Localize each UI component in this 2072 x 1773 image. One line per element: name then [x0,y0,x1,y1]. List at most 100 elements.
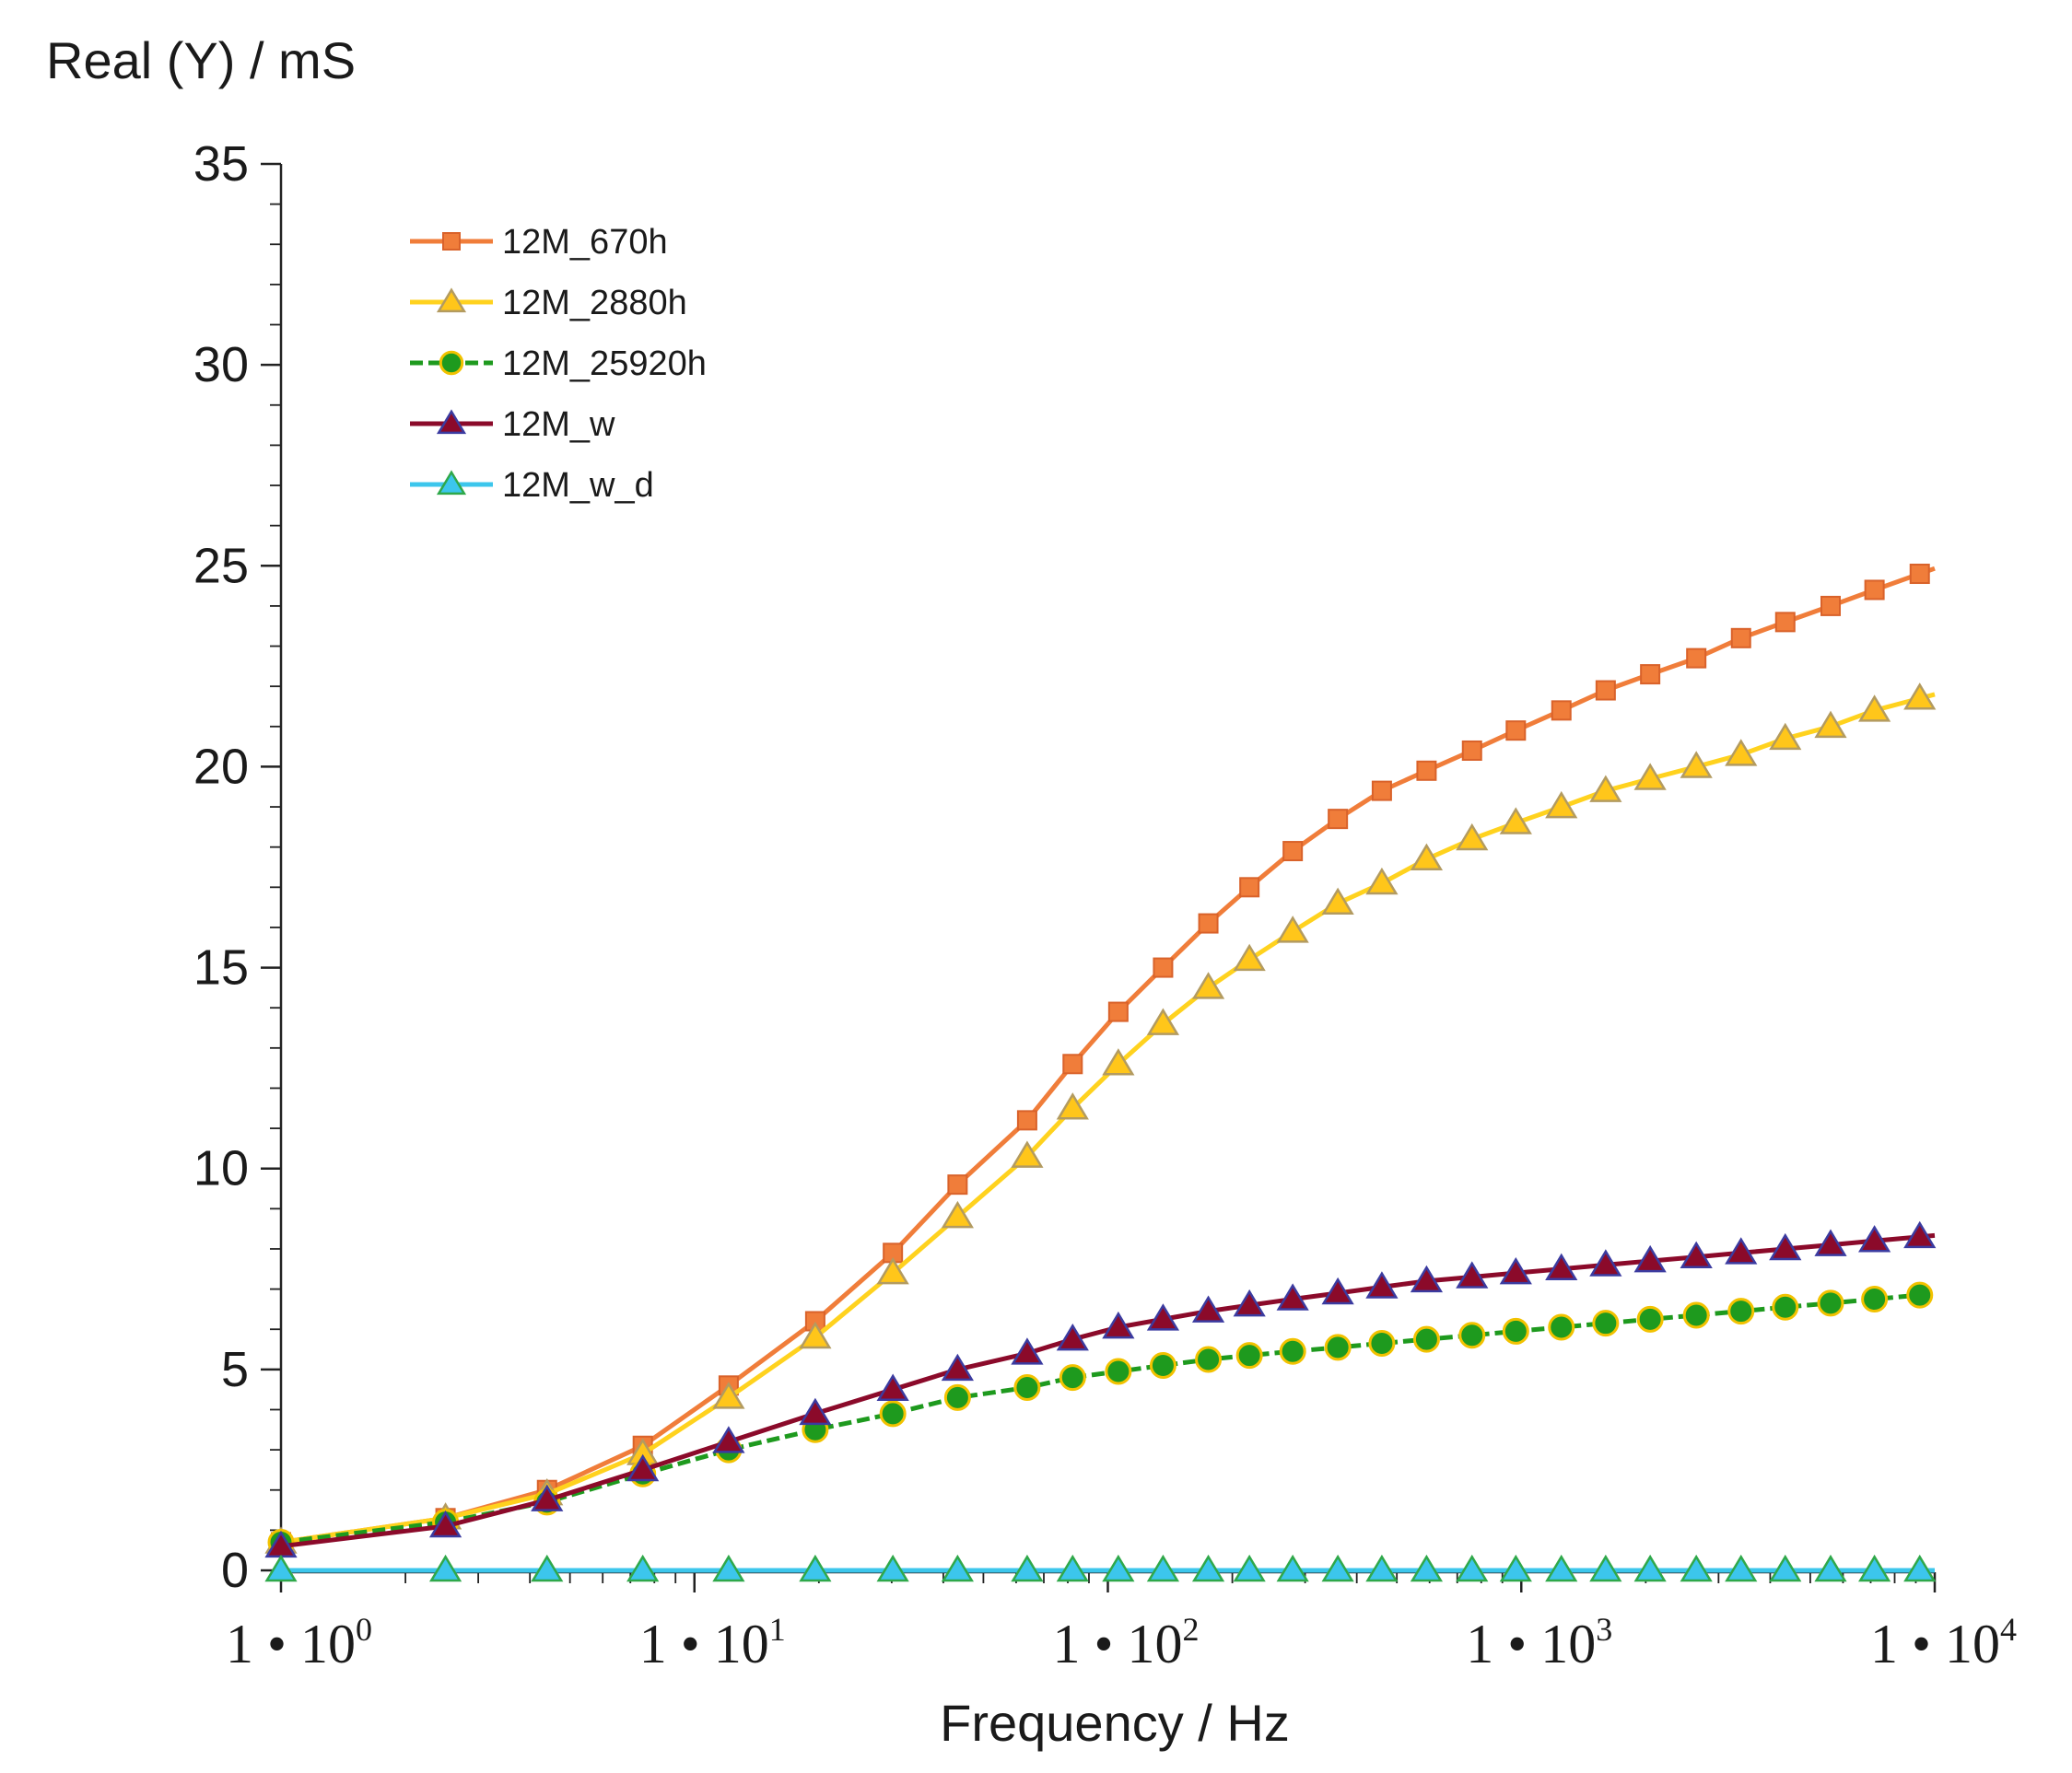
data-point [799,1554,832,1582]
data-point [1191,972,1225,999]
data-point [1146,1008,1180,1035]
data-point [264,1554,298,1582]
legend-entry: 12M_w_d [410,466,654,505]
data-point [1105,1358,1132,1385]
x-axis-title: Frequency / Hz [940,1694,1290,1752]
data-point [1321,887,1354,916]
data-point [1410,1554,1444,1582]
data-point [1499,1554,1532,1582]
data-point [1011,1554,1044,1582]
data-point [1146,1303,1180,1331]
legend-entry: 12M_2880h [410,284,687,322]
data-point [1191,1554,1225,1582]
data-point [1633,1244,1667,1273]
series-line [280,1291,1936,1545]
data-point [1817,1289,1844,1317]
y-tick-label: 25 [193,538,249,593]
series-layer [264,564,1937,1582]
data-point [1499,1257,1532,1285]
data-point [1814,1554,1847,1582]
data-point [1814,1229,1847,1256]
data-point [1589,1554,1622,1582]
data-point [1279,1337,1306,1365]
data-point [1102,1311,1135,1339]
data-point [1146,1554,1180,1582]
data-point [1056,1324,1089,1351]
data-point [1680,1241,1713,1268]
data-point [1324,1334,1352,1361]
data-point [1153,957,1174,978]
data-point [1589,1249,1622,1277]
data-point [1858,694,1891,722]
data-point [712,1554,745,1582]
data-point [1282,841,1304,862]
data-point [1321,1277,1354,1305]
data-point [1640,664,1661,685]
data-point [1769,1232,1802,1261]
data-point [1011,1140,1044,1168]
data-point [1458,1322,1486,1349]
data-point [1774,612,1796,633]
data-point [1410,843,1444,871]
series-12M_670h [271,564,1936,1553]
legend-entry: 12M_25920h [410,344,707,383]
data-point [1233,943,1266,972]
legend-label: 12M_670h [502,223,668,262]
data-point [626,1554,660,1582]
data-point [1820,595,1841,616]
data-point [1551,700,1572,721]
data-point [1107,1001,1129,1022]
data-point [531,1554,564,1582]
x-tick-label: 1 • 102 [1053,1611,1200,1674]
data-point [1365,1554,1399,1582]
data-point [1016,1110,1037,1131]
data-point [531,1484,564,1511]
data-point [1686,647,1707,669]
x-tick-label: 1 • 100 [226,1611,372,1674]
legend: 12M_670h 12M_2880h 12M_25920h 12M_w 12M_w_d [410,223,707,505]
y-tick-label: 0 [221,1543,249,1598]
data-point [1371,780,1392,801]
data-point [1636,1305,1664,1333]
data-point [428,1554,462,1582]
data-point [941,1200,974,1229]
data-point [1102,1554,1135,1582]
data-point [1276,1283,1309,1311]
legend-marker [436,409,467,435]
data-point [1059,1364,1086,1392]
data-point [1276,1554,1309,1582]
data-point [1499,807,1532,834]
y-tick-label: 15 [193,940,249,996]
data-point [1412,1325,1440,1353]
legend-marker [436,287,467,313]
series-line [280,566,1936,1545]
data-point [1502,1317,1529,1345]
data-point [876,1554,909,1582]
data-point [1456,822,1489,851]
series-line [280,692,1936,1545]
data-point [1858,1554,1891,1582]
data-point [1321,1554,1354,1582]
data-point [1011,1337,1044,1365]
data-point [1365,867,1399,895]
data-point [1056,1092,1089,1120]
data-point [1545,1253,1578,1281]
legend-marker [439,350,464,376]
data-point [1195,1346,1223,1373]
data-point [1769,1554,1802,1582]
x-tick-label: 1 • 104 [1870,1611,2017,1674]
data-point [876,1257,909,1285]
legend-label: 12M_2880h [502,284,687,322]
data-point [1239,877,1260,898]
data-point [943,1383,971,1411]
data-point [1864,579,1885,601]
legend-marker [436,470,467,496]
series-12M_w_d [264,1554,1937,1582]
y-tick-label: 5 [221,1342,249,1397]
data-point [712,1426,745,1453]
data-point [1633,1554,1667,1582]
data-point [1861,1286,1889,1313]
y-axis-title: Real (Y) / mS [46,31,356,89]
data-point [1235,1342,1263,1370]
data-point [1102,1048,1135,1076]
